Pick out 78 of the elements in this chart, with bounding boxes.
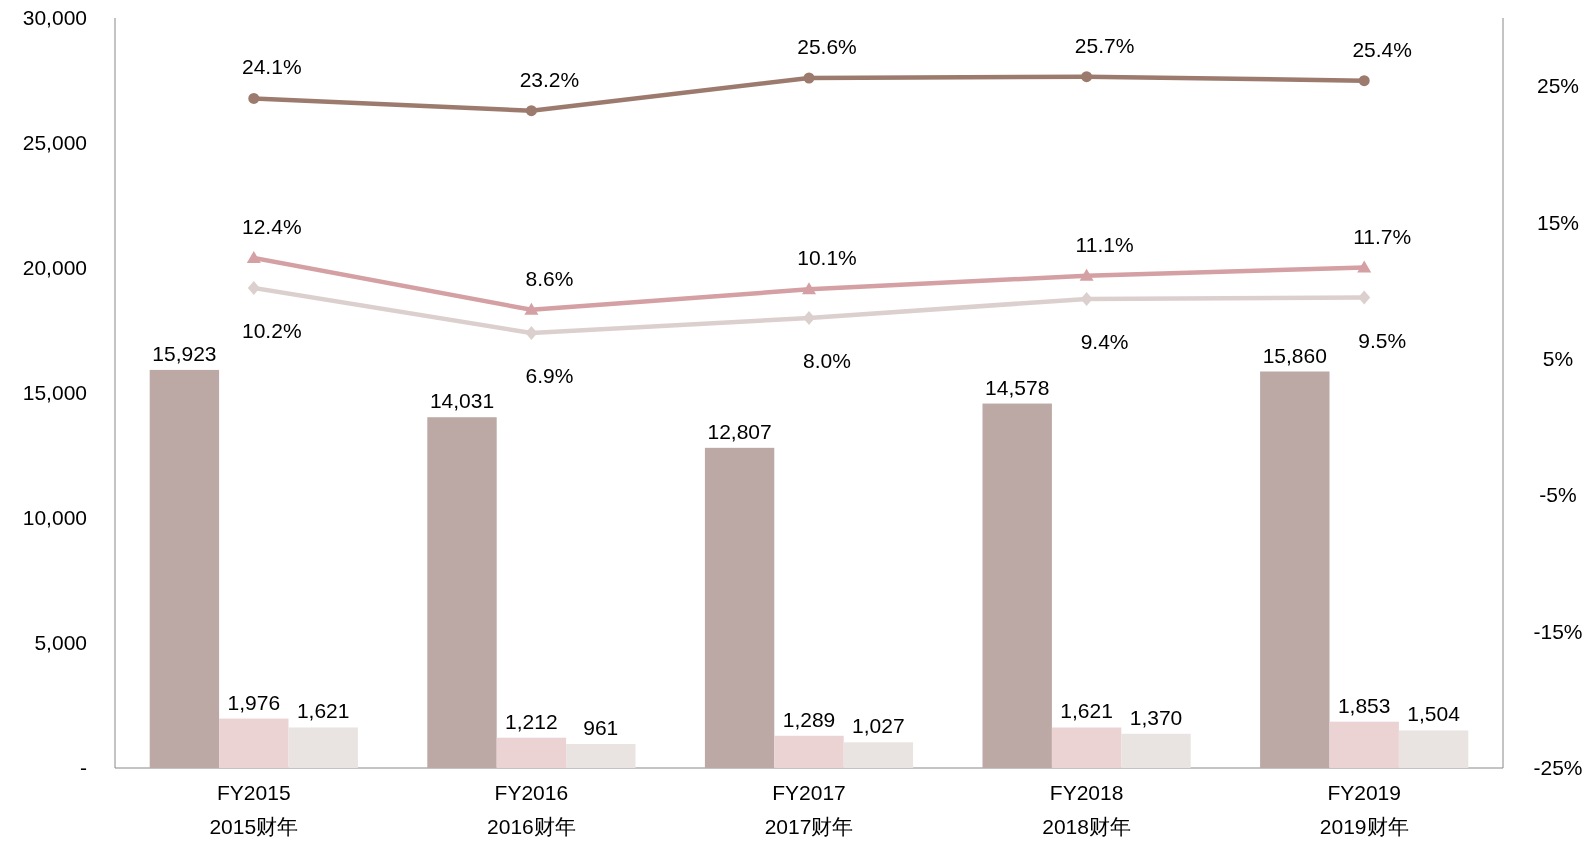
bar (1260, 371, 1330, 768)
x-tick-label: FY2018 2018财年 (1042, 781, 1131, 838)
point (1358, 290, 1371, 305)
point (525, 105, 537, 117)
x-tick-label: FY2016 2016财年 (487, 781, 576, 838)
data-label: 15,923 (152, 341, 217, 365)
data-label: 8.0% (803, 349, 851, 372)
data-label: 23.2% (519, 67, 580, 91)
data-label: 10.2% (242, 319, 302, 342)
point (1357, 260, 1372, 273)
bar (219, 718, 289, 768)
bar (843, 742, 914, 768)
data-label: 25.7% (1074, 33, 1135, 57)
y-tick-label: - (80, 756, 87, 779)
y-tick-label: 10,000 (22, 506, 87, 529)
point (803, 311, 815, 325)
data-label: 1,504 (1407, 702, 1461, 726)
bar (704, 447, 775, 768)
bar (149, 369, 220, 768)
data-label: 1,289 (782, 707, 836, 731)
y-tick-label: 25,000 (22, 131, 87, 154)
bar (1051, 727, 1122, 768)
y-tick-label: 5,000 (34, 631, 87, 654)
data-label: 11.1% (1075, 232, 1134, 256)
data-label: 1,621 (1060, 699, 1113, 723)
point (247, 281, 260, 295)
point (524, 302, 539, 315)
data-label: 961 (583, 715, 619, 739)
data-label: 1,370 (1129, 705, 1183, 729)
data-label: 1,621 (296, 699, 350, 723)
x-tick-label: FY2019 2019财年 (1319, 781, 1409, 838)
y-tick-label: 20,000 (22, 256, 87, 279)
y2-tick-label: 15% (1536, 210, 1580, 234)
point (1358, 75, 1370, 87)
bar (1329, 721, 1399, 768)
point (803, 72, 815, 84)
data-label: 12,807 (707, 419, 772, 443)
y-tick-label: 15,000 (22, 381, 87, 404)
y2-tick-label: -5% (1539, 483, 1577, 507)
data-label: 24.1% (242, 55, 302, 79)
point (248, 92, 260, 104)
data-label: 6.9% (525, 364, 574, 387)
data-label: 11.7% (1353, 224, 1412, 248)
bar (496, 737, 567, 768)
data-label: 1,976 (227, 690, 281, 714)
bar (1398, 730, 1469, 768)
point (1080, 291, 1093, 306)
data-label: 1,027 (852, 714, 905, 738)
x-tick-label: FY2015 2015财年 (209, 781, 299, 838)
point (1081, 71, 1093, 83)
y2-tick-label: 25% (1536, 74, 1580, 98)
data-label: 1,853 (1337, 693, 1391, 717)
data-label: 12.4% (242, 215, 302, 238)
bar (774, 735, 844, 768)
point (246, 251, 261, 263)
point (1079, 268, 1094, 281)
data-label: 15,860 (1262, 343, 1327, 367)
y-tick-label: 30,000 (22, 6, 87, 29)
data-label: 25.6% (797, 35, 857, 58)
y2-tick-label: 5% (1542, 346, 1574, 370)
bar (427, 417, 497, 768)
x-tick-label: FY2017 2017财年 (764, 781, 854, 838)
y2-tick-label: -25% (1533, 756, 1583, 779)
data-label: 9.4% (1080, 329, 1129, 353)
data-label: 14,578 (985, 375, 1050, 399)
data-label: 8.6% (525, 266, 574, 290)
bar (1121, 733, 1191, 768)
point (525, 326, 538, 340)
bar (566, 743, 636, 768)
bar (288, 727, 358, 768)
data-label: 10.1% (797, 246, 857, 270)
data-label: 1,212 (505, 709, 558, 733)
point (802, 282, 816, 295)
data-label: 14,031 (429, 389, 495, 413)
data-label: 25.4% (1352, 37, 1412, 61)
bar (982, 403, 1052, 768)
data-label: 9.5% (1358, 328, 1407, 352)
y2-tick-label: -15% (1533, 619, 1583, 643)
